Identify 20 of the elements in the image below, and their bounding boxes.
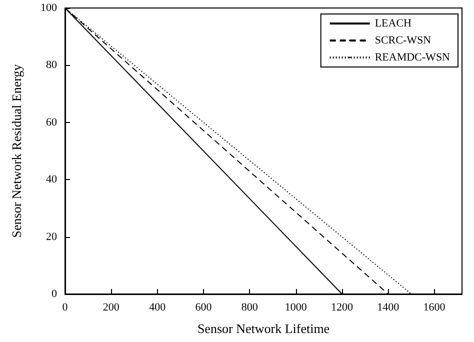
x-tick-label: 1600 <box>423 302 446 314</box>
x-axis-title: Sensor Network Lifetime <box>197 321 330 336</box>
x-tick-label: 1000 <box>284 302 308 314</box>
y-axis-title: Sensor Network Residual Energy <box>9 64 24 238</box>
legend-label: LEACH <box>374 18 412 30</box>
x-tick-label: 1400 <box>377 302 400 314</box>
legend-label: SCRC-WSN <box>374 34 432 46</box>
y-tick-label: 100 <box>40 2 58 14</box>
y-tick-label: 80 <box>46 59 58 72</box>
legend-label: REAMDC-WSN <box>374 52 450 64</box>
x-tick-label: 600 <box>195 302 212 314</box>
x-tick-label: 400 <box>149 302 166 314</box>
y-tick-label: 60 <box>46 116 58 128</box>
x-tick-label: 800 <box>241 302 258 314</box>
x-tick-label: 1200 <box>330 302 354 314</box>
y-tick-label: 0 <box>52 288 58 300</box>
x-tick-label: 0 <box>62 302 68 314</box>
y-tick-label: 20 <box>46 230 58 243</box>
x-tick-label: 200 <box>102 302 120 314</box>
y-tick-label: 40 <box>46 174 58 186</box>
